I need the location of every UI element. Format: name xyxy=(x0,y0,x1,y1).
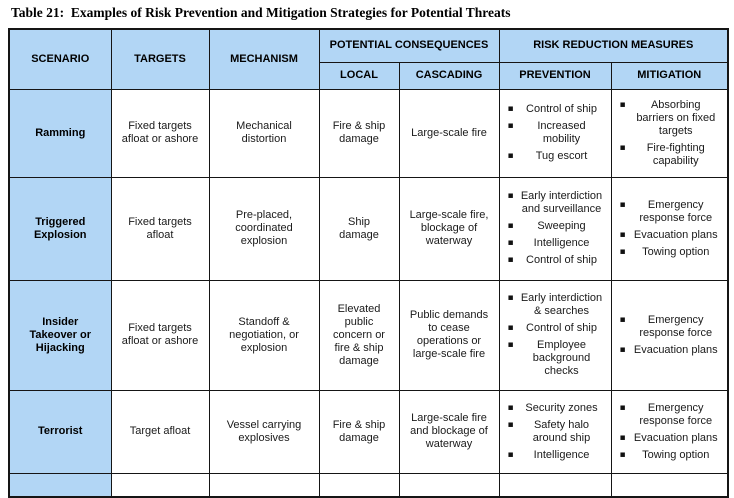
table-row-insider-takeover: Insider Takeover or Hijacking Fixed targ… xyxy=(8,279,729,391)
table-row-ramming: Ramming Fixed targets afloat or ashore M… xyxy=(8,88,729,178)
column-header-cascading: CASCADING xyxy=(398,61,500,90)
list-item: Emergency response force xyxy=(620,199,720,225)
list-item: Towing option xyxy=(620,246,720,259)
cascading-consequence-cell xyxy=(398,472,500,497)
mitigation-cell: Emergency response force Evacuation plan… xyxy=(610,389,729,474)
scenario-cell: Insider Takeover or Hijacking xyxy=(8,279,112,391)
list-item: Early interdiction and surveillance xyxy=(508,190,603,216)
table-row-partial-cutoff xyxy=(8,472,729,497)
table-row-triggered-explosion: Triggered Explosion Fixed targets afloat… xyxy=(8,176,729,281)
list-item: Emergency response force xyxy=(620,402,720,428)
column-header-prevention: PREVENTION xyxy=(498,61,612,90)
column-header-targets: TARGETS xyxy=(110,28,210,90)
list-item: Security zones xyxy=(508,402,603,415)
header-row-groups: SCENARIO TARGETS MECHANISM POTENTIAL CON… xyxy=(8,28,729,90)
list-item: Employee background checks xyxy=(508,339,603,378)
mitigation-list: Emergency response force Evacuation plan… xyxy=(620,314,720,357)
local-consequence-cell: Ship damage xyxy=(318,176,400,281)
mitigation-list: Emergency response force Evacuation plan… xyxy=(620,199,720,259)
list-item: Increased mobility xyxy=(508,120,603,146)
prevention-cell xyxy=(498,472,612,497)
mitigation-list: Emergency response force Evacuation plan… xyxy=(620,402,720,462)
cascading-consequence-cell: Public demands to cease operations or la… xyxy=(398,279,500,391)
list-item: Control of ship xyxy=(508,322,603,335)
local-consequence-cell: Elevated public concern or fire & ship d… xyxy=(318,279,400,391)
list-item: Towing option xyxy=(620,449,720,462)
list-item: Evacuation plans xyxy=(620,344,720,357)
mechanism-cell: Mechanical distortion xyxy=(208,88,320,178)
targets-cell: Fixed targets afloat or ashore xyxy=(110,88,210,178)
list-item: Sweeping xyxy=(508,220,603,233)
mechanism-cell: Pre-placed, coordinated explosion xyxy=(208,176,320,281)
list-item: Evacuation plans xyxy=(620,229,720,242)
list-item: Control of ship xyxy=(508,254,603,267)
mitigation-list: Absorbing barriers on fixed targets Fire… xyxy=(620,99,720,168)
column-header-mechanism: MECHANISM xyxy=(208,28,320,90)
list-item: Fire-fighting capability xyxy=(620,142,720,168)
list-item: Tug escort xyxy=(508,150,603,163)
scenario-cell: Ramming xyxy=(8,88,112,178)
list-item: Early interdiction & searches xyxy=(508,292,603,318)
targets-cell: Fixed targets afloat xyxy=(110,176,210,281)
list-item: Control of ship xyxy=(508,103,603,116)
cascading-consequence-cell: Large-scale fire xyxy=(398,88,500,178)
prevention-list: Early interdiction & searches Control of… xyxy=(508,292,603,378)
targets-cell: Target afloat xyxy=(110,389,210,474)
prevention-cell: Early interdiction & searches Control of… xyxy=(498,279,612,391)
list-item: Intelligence xyxy=(508,449,603,462)
mitigation-cell: Emergency response force Evacuation plan… xyxy=(610,279,729,391)
list-item: Absorbing barriers on fixed targets xyxy=(620,99,720,138)
scenario-cell: Triggered Explosion xyxy=(8,176,112,281)
header-row-subcolumns: LOCAL CASCADING PREVENTION MITIGATION xyxy=(9,61,729,90)
mechanism-cell: Vessel carrying explosives xyxy=(208,389,320,474)
local-consequence-cell: Fire & ship damage xyxy=(318,389,400,474)
column-header-local: LOCAL xyxy=(318,61,400,90)
table-row-terrorist: Terrorist Target afloat Vessel carrying … xyxy=(8,389,729,474)
column-group-potential-consequences: POTENTIAL CONSEQUENCES xyxy=(318,28,500,63)
table-caption: Table 21: Examples of Risk Prevention an… xyxy=(11,5,511,20)
targets-cell xyxy=(110,472,210,497)
list-item: Evacuation plans xyxy=(620,432,720,445)
scenario-cell xyxy=(8,472,112,497)
prevention-list: Early interdiction and surveillance Swee… xyxy=(508,190,603,267)
prevention-cell: Control of ship Increased mobility Tug e… xyxy=(498,88,612,178)
prevention-cell: Security zones Safety halo around ship I… xyxy=(498,389,612,474)
scenario-cell: Terrorist xyxy=(8,389,112,474)
mechanism-cell: Standoff & negotiation, or explosion xyxy=(208,279,320,391)
cascading-consequence-cell: Large-scale fire, blockage of waterway xyxy=(398,176,500,281)
column-header-mitigation: MITIGATION xyxy=(610,61,729,90)
list-item: Intelligence xyxy=(508,237,603,250)
local-consequence-cell: Fire & ship damage xyxy=(318,88,400,178)
list-item: Safety halo around ship xyxy=(508,419,603,445)
mitigation-cell xyxy=(610,472,729,497)
local-consequence-cell xyxy=(318,472,400,497)
prevention-list: Security zones Safety halo around ship I… xyxy=(508,402,603,462)
column-group-risk-reduction-measures: RISK REDUCTION MEASURES xyxy=(498,28,729,63)
targets-cell: Fixed targets afloat or ashore xyxy=(110,279,210,391)
prevention-cell: Early interdiction and surveillance Swee… xyxy=(498,176,612,281)
cascading-consequence-cell: Large-scale fire and blockage of waterwa… xyxy=(398,389,500,474)
prevention-list: Control of ship Increased mobility Tug e… xyxy=(508,103,603,163)
mechanism-cell xyxy=(208,472,320,497)
mitigation-cell: Emergency response force Evacuation plan… xyxy=(610,176,729,281)
column-header-scenario: SCENARIO xyxy=(8,28,112,90)
risk-strategies-table: SCENARIO TARGETS MECHANISM POTENTIAL CON… xyxy=(8,28,729,498)
mitigation-cell: Absorbing barriers on fixed targets Fire… xyxy=(610,88,729,178)
list-item: Emergency response force xyxy=(620,314,720,340)
